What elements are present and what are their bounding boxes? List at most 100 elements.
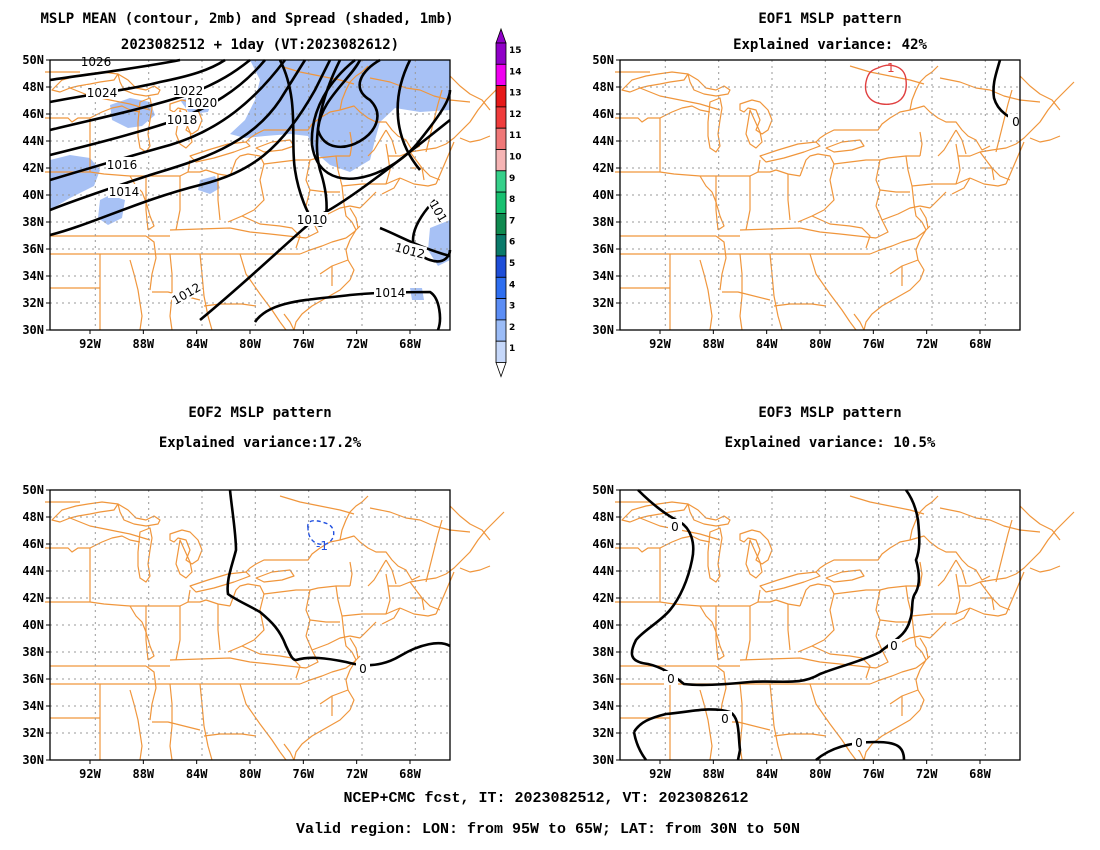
panel2-title-line1: EOF1 MSLP pattern xyxy=(758,11,901,27)
colorbar-cell xyxy=(495,127,507,150)
lon-tick-label: 80W xyxy=(239,337,261,351)
lat-tick-label: 34N xyxy=(592,699,614,713)
contour-label: 1020 xyxy=(187,96,218,110)
lat-tick-label: 46N xyxy=(592,537,614,551)
lon-tick-label: 76W xyxy=(862,337,884,351)
lon-tick-label: 84W xyxy=(186,337,208,351)
contour-label: 0 xyxy=(671,520,679,534)
colorbar-cells xyxy=(495,27,507,378)
lat-tick-label: 48N xyxy=(592,80,614,94)
zero-contours xyxy=(630,489,921,761)
axis-ticks: 50N 48N 46N 44N 42N 40N 38N 36N 34N 32N 30N 92W 88W 8… xyxy=(592,483,991,781)
lat-tick-label: 30N xyxy=(22,753,44,767)
lat-tick-label: 38N xyxy=(22,215,44,229)
colorbar-cell xyxy=(495,170,507,193)
lat-tick-label: 40N xyxy=(592,188,614,202)
grid-dots xyxy=(50,490,450,760)
lat-tick-label: 36N xyxy=(592,672,614,686)
lat-tick-label: 32N xyxy=(592,726,614,740)
lat-tick-label: 44N xyxy=(592,134,614,148)
colorbar-label: 13 xyxy=(509,89,522,99)
lon-tick-label: 92W xyxy=(649,767,671,781)
lon-tick-label: 68W xyxy=(969,337,991,351)
negative-contour xyxy=(307,520,335,546)
panel-eof2: -1 0 50N 48N 46N 44N 42N 40N 38N 36N 34N 32N 30N 92… xyxy=(22,483,505,781)
footer-forecast-info: NCEP+CMC fcst, IT: 2023082512, VT: 20230… xyxy=(343,790,748,807)
lat-tick-label: 50N xyxy=(22,483,44,497)
lat-tick-label: 46N xyxy=(22,537,44,551)
panel3-title: EOF2 MSLP pattern Explained variance:17.… xyxy=(159,405,362,451)
colorbar-label: 4 xyxy=(509,280,515,290)
footer-valid-region: Valid region: LON: from 95W to 65W; LAT:… xyxy=(296,821,800,838)
lat-tick-label: 42N xyxy=(22,591,44,605)
lon-tick-label: 88W xyxy=(702,767,724,781)
lat-tick-label: 44N xyxy=(592,564,614,578)
lon-tick-label: 72W xyxy=(346,767,368,781)
lat-tick-label: 36N xyxy=(592,242,614,256)
zero-contour xyxy=(226,489,451,667)
contour-label: 1026 xyxy=(81,55,112,69)
lon-tick-label: 68W xyxy=(969,767,991,781)
lat-tick-label: 42N xyxy=(592,161,614,175)
colorbar-cell xyxy=(495,149,507,172)
lat-tick-label: 46N xyxy=(22,107,44,121)
axis-ticks: 50N 48N 46N 44N 42N 40N 38N 36N 34N 32N 30N 92W 88W 8… xyxy=(22,483,421,781)
axis-ticks: 50N 48N 46N 44N 42N 40N 38N 36N 34N 32N 30N 92W 88W 8… xyxy=(592,53,991,351)
lat-tick-label: 30N xyxy=(592,323,614,337)
contour-label: 0 xyxy=(890,639,898,653)
colorbar-bottom-arrow xyxy=(495,362,507,378)
lat-tick-label: 32N xyxy=(22,726,44,740)
lon-tick-label: 92W xyxy=(79,767,101,781)
lat-tick-label: 32N xyxy=(592,296,614,310)
colorbar-cell xyxy=(495,298,507,321)
colorbar-label: 12 xyxy=(509,110,522,120)
panel1-title-line1: MSLP MEAN (contour, 2mb) and Spread (sha… xyxy=(40,11,453,27)
colorbar-label: 9 xyxy=(509,174,515,184)
contour-label: 0 xyxy=(1012,115,1020,129)
lat-tick-label: 42N xyxy=(22,161,44,175)
lon-tick-label: 88W xyxy=(702,337,724,351)
contour-label: 1010 xyxy=(297,213,328,227)
contour-label: -1 xyxy=(316,539,328,553)
contour-label: 1024 xyxy=(87,86,118,100)
lat-tick-label: 48N xyxy=(22,510,44,524)
lat-tick-label: 46N xyxy=(592,107,614,121)
colorbar-label: 6 xyxy=(509,238,515,248)
lon-tick-label: 88W xyxy=(132,337,154,351)
colorbar-cell xyxy=(495,276,507,299)
lat-tick-label: 42N xyxy=(592,591,614,605)
colorbar-label: 2 xyxy=(509,323,515,333)
lat-tick-label: 32N xyxy=(22,296,44,310)
panel-eof1: 1 0 50N 48N 46N 44N 42N 40N 38N 36N 34N 32N 30N 92W… xyxy=(592,53,1075,351)
colorbar-top-arrow xyxy=(495,27,507,44)
lat-tick-label: 36N xyxy=(22,672,44,686)
panel1-title: MSLP MEAN (contour, 2mb) and Spread (sha… xyxy=(40,11,453,53)
panel3-title-line1: EOF2 MSLP pattern xyxy=(188,405,331,421)
panel-eof3: 0 0 0 0 0 0 50N 48N 46N 44N 42N 40N 38N 36N 34N 3… xyxy=(592,483,1075,781)
contour-label: 1014 xyxy=(109,185,140,199)
panel3-title-line2: Explained variance:17.2% xyxy=(159,435,362,451)
lat-tick-label: 40N xyxy=(592,618,614,632)
contour-label: 1 xyxy=(887,61,895,75)
colorbar-label: 1 xyxy=(509,344,515,354)
colorbar: 15 14 13 12 11 10 9 8 7 6 5 4 3 2 1 xyxy=(495,27,522,378)
lon-tick-label: 92W xyxy=(79,337,101,351)
contour-label: 1012 xyxy=(393,240,426,261)
colorbar-cell xyxy=(495,42,507,65)
contour-label: 1016 xyxy=(107,158,138,172)
colorbar-label: 10 xyxy=(509,153,522,163)
lon-tick-label: 68W xyxy=(399,767,421,781)
panel-ensemble-mean: 1026 1024 1022 1020 1018 1016 1014 1010 … xyxy=(22,53,505,351)
lon-tick-label: 84W xyxy=(756,337,778,351)
contour-label: 1014 xyxy=(375,286,406,300)
lat-tick-label: 48N xyxy=(592,510,614,524)
lat-tick-label: 34N xyxy=(592,269,614,283)
contour-label: 1022 xyxy=(173,84,204,98)
colorbar-cell xyxy=(495,255,507,278)
lat-tick-label: 48N xyxy=(22,80,44,94)
colorbar-cell xyxy=(495,340,507,363)
lat-tick-label: 50N xyxy=(22,53,44,67)
axis-ticks: 50N 48N 46N 44N 42N 40N 38N 36N 34N 32N 30N 92W 88W 8… xyxy=(22,53,421,351)
colorbar-labels: 15 14 13 12 11 10 9 8 7 6 5 4 3 2 1 xyxy=(509,46,522,354)
